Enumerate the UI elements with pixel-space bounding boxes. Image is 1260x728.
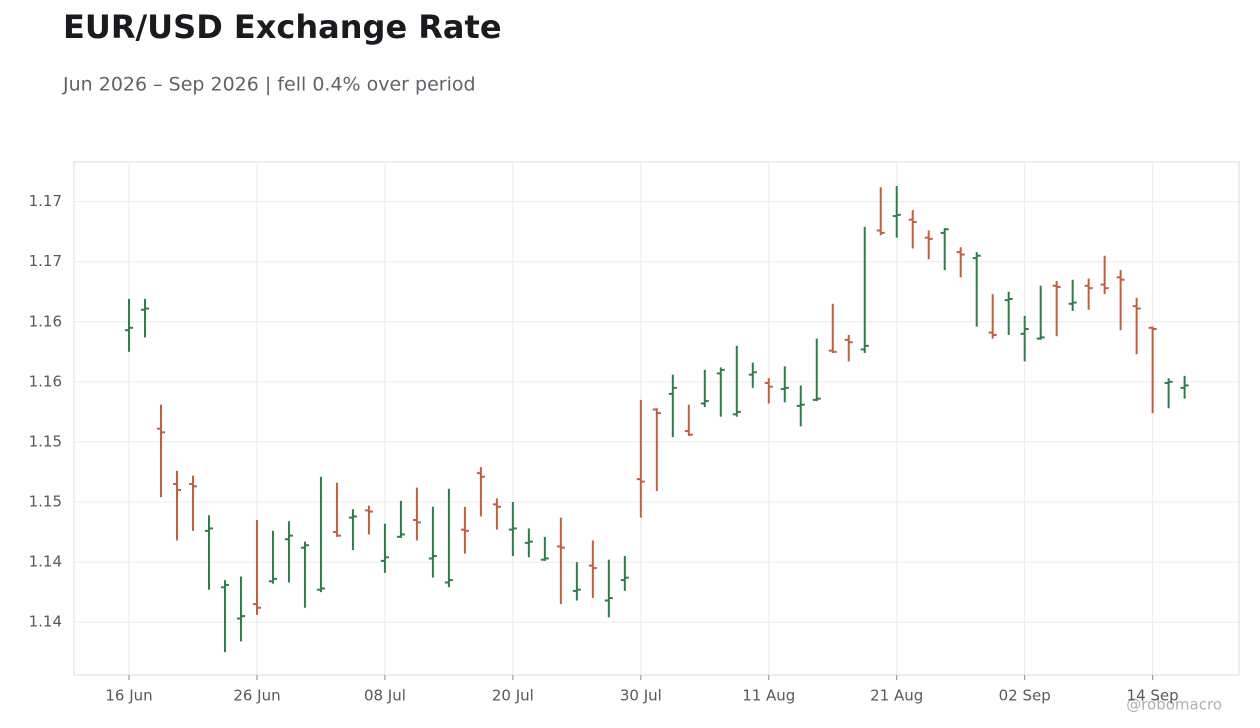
y-tick-label: 1.14 [29,553,62,571]
ohlc-bar [988,294,997,339]
ohlc-bar [173,470,182,541]
ohlc-bar [956,247,965,278]
y-tick-label: 1.16 [29,372,62,390]
ohlc-bar [220,580,229,653]
y-tick-label: 1.17 [29,252,62,270]
x-tick-label: 30 Jul [620,687,662,705]
ohlc-bar [236,576,245,642]
plot-frame [73,161,1240,676]
y-tick-label: 1.16 [29,312,62,330]
ohlc-bar [812,338,821,402]
ohlc-bar [1036,285,1045,340]
ohlc-bar [204,515,213,590]
ohlc-bar [940,228,949,271]
ohlc-bar [348,509,357,551]
ohlc-bar [1180,375,1189,399]
x-tick-label: 02 Sep [999,687,1051,705]
ohlc-bar [412,487,421,541]
ohlc-bar [364,505,373,535]
ohlc-bar [876,187,885,236]
x-tick-label: 16 Jun [105,687,152,705]
ohlc-bar [716,367,725,417]
ohlc-bar [316,476,325,593]
ohlc-bar [396,500,405,539]
x-tick-label: 20 Jul [492,687,534,705]
ohlc-bar [284,521,293,583]
ohlc-bar [1004,291,1013,336]
ohlc-bar [300,541,309,608]
ohlc-bar [188,475,197,531]
ohlc-bar [492,498,501,530]
y-tick-label: 1.17 [29,192,62,210]
ohlc-bar [1020,315,1029,362]
ohlc-bar [268,530,277,584]
ohlc-bar [908,210,917,249]
y-tick-label: 1.15 [29,432,62,450]
ohlc-bar [1052,280,1061,337]
ohlc-bar [141,298,150,338]
ohlc-bar [428,506,437,578]
y-tick-label: 1.15 [29,492,62,510]
ohlc-bar [924,230,933,260]
ohlc-bar [972,252,981,327]
ohlc-bar [700,369,709,408]
ohlc-bar [892,186,901,238]
ohlc-bar [444,488,453,588]
x-tick-label: 11 Aug [742,687,795,705]
chart-title: EUR/USD Exchange Rate [63,8,502,46]
ohlc-bar [732,345,741,417]
watermark: @robomacro [1126,696,1222,714]
ohlc-bar [668,374,677,438]
ohlc-bar [540,536,549,561]
x-tick-label: 14 Sep [1127,687,1179,705]
ohlc-bar [125,298,134,352]
x-tick-label: 21 Aug [870,687,923,705]
ohlc-bar [1132,297,1141,355]
ohlc-bar [748,362,757,388]
x-tick-label: 08 Jul [364,687,406,705]
ohlc-bar [1068,279,1077,311]
ohlc-bar [1148,326,1157,414]
ohlc-bar [252,520,261,615]
ohlc-bar [524,528,533,558]
marks [125,186,1189,653]
ohlc-bar [796,385,805,427]
ohlc-bar [572,562,581,601]
ohlc-bar [764,378,773,404]
ohlc-bar [828,303,837,354]
ohlc-bar [604,559,613,618]
chart-subtitle: Jun 2026 – Sep 2026 | fell 0.4% over per… [62,74,476,96]
ohlc-bar [1100,255,1109,295]
y-tick-label: 1.14 [29,613,62,631]
ohlc-bar [1116,270,1125,331]
ohlc-bar [1164,378,1173,409]
ohlc-bar [620,556,629,591]
ohlc-bar [588,540,597,599]
ohlc-bar [844,335,853,362]
ohlc-bar [157,404,166,498]
x-tick-label: 26 Jun [233,687,280,705]
ohlc-bar [652,408,661,492]
ohlc-bar [1084,278,1093,310]
ohlc-bar [332,482,341,537]
ohlc-bar [780,366,789,403]
ohlc-bar [476,467,485,517]
ohlc-bar [684,404,693,436]
ohlc-bar [508,501,517,557]
ohlc-bar [556,517,565,605]
ohlc-bar [460,506,469,554]
ohlc-bar [636,399,645,518]
ohlc-bar [380,523,389,573]
ohlc-bar [860,226,869,354]
